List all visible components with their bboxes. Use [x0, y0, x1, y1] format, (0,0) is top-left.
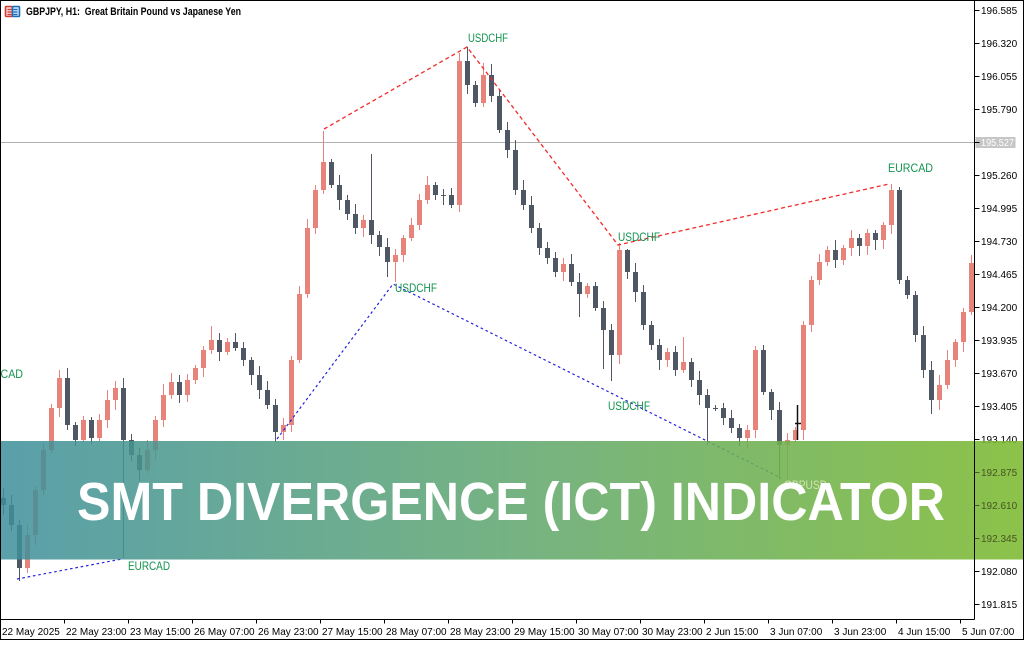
svg-text:EURCAD: EURCAD: [128, 559, 170, 573]
svg-text:4 Jun 15:00: 4 Jun 15:00: [898, 627, 951, 638]
svg-text:194.995: 194.995: [981, 204, 1018, 215]
svg-text:192.345: 192.345: [981, 534, 1018, 545]
svg-text:22 May 23:00: 22 May 23:00: [66, 627, 127, 638]
svg-text:5 Jun 07:00: 5 Jun 07:00: [962, 627, 1015, 638]
svg-text:SMT DIVERGENCE (ICT) INDICATOR: SMT DIVERGENCE (ICT) INDICATOR: [77, 472, 945, 532]
svg-text:USDCHF: USDCHF: [468, 31, 508, 45]
svg-text:195.790: 195.790: [981, 105, 1018, 116]
svg-text:191.815: 191.815: [981, 600, 1018, 611]
svg-text:3 Jun 07:00: 3 Jun 07:00: [770, 627, 823, 638]
svg-text:USDCHF: USDCHF: [608, 399, 650, 413]
svg-text:192.875: 192.875: [981, 468, 1018, 479]
svg-text:194.465: 194.465: [981, 270, 1018, 281]
svg-text:27 May 15:00: 27 May 15:00: [322, 627, 383, 638]
svg-text:29 May 15:00: 29 May 15:00: [514, 627, 575, 638]
svg-text:193.140: 193.140: [981, 435, 1018, 446]
svg-text:EURCAD: EURCAD: [888, 161, 933, 175]
svg-text:30 May 23:00: 30 May 23:00: [642, 627, 703, 638]
svg-text:EURCAD: EURCAD: [0, 367, 23, 381]
svg-text:23 May 15:00: 23 May 15:00: [130, 627, 191, 638]
svg-text:192.080: 192.080: [981, 567, 1018, 578]
svg-text:28 May 23:00: 28 May 23:00: [450, 627, 511, 638]
svg-text:192.610: 192.610: [981, 501, 1018, 512]
svg-text:194.200: 194.200: [981, 303, 1018, 314]
svg-text:26 May 07:00: 26 May 07:00: [194, 627, 255, 638]
svg-text:196.320: 196.320: [981, 39, 1018, 50]
svg-text:195.527: 195.527: [981, 138, 1014, 149]
svg-text:USDCHF: USDCHF: [395, 281, 437, 295]
svg-text:GBPUSD: GBPUSD: [784, 478, 827, 492]
svg-text:196.055: 196.055: [981, 72, 1018, 83]
svg-text:GBPJPY, H1: Great Britain Pou: GBPJPY, H1: Great Britain Pound vs Japan…: [26, 6, 241, 18]
svg-text:196.585: 196.585: [981, 6, 1018, 17]
svg-text:193.935: 193.935: [981, 336, 1018, 347]
svg-text:3 Jun 23:00: 3 Jun 23:00: [834, 627, 887, 638]
svg-text:26 May 23:00: 26 May 23:00: [258, 627, 319, 638]
svg-text:2 Jun 15:00: 2 Jun 15:00: [706, 627, 759, 638]
svg-text:28 May 07:00: 28 May 07:00: [386, 627, 447, 638]
svg-text:193.670: 193.670: [981, 369, 1018, 380]
svg-text:195.260: 195.260: [981, 171, 1018, 182]
svg-text:22 May 2025: 22 May 2025: [2, 627, 60, 638]
svg-text:30 May 07:00: 30 May 07:00: [578, 627, 639, 638]
svg-text:USDCHF: USDCHF: [618, 230, 660, 244]
svg-text:193.405: 193.405: [981, 402, 1018, 413]
svg-text:194.730: 194.730: [981, 237, 1018, 248]
